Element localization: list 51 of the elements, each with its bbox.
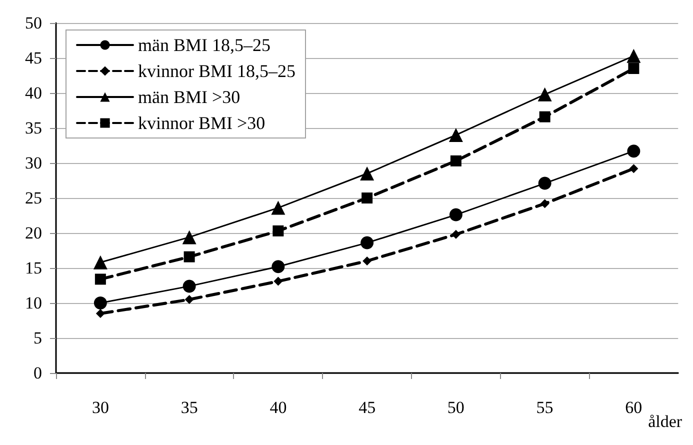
point bbox=[362, 192, 373, 204]
x-axis-title: ålder bbox=[648, 412, 682, 431]
y-tick-label: 45 bbox=[25, 48, 42, 68]
y-tick-label: 25 bbox=[25, 188, 42, 208]
point bbox=[274, 276, 283, 286]
point bbox=[539, 111, 550, 122]
x-tick-label: 35 bbox=[180, 398, 198, 417]
x-tick-label: 50 bbox=[447, 398, 464, 417]
legend-label: män BMI 18,5–25 bbox=[138, 35, 270, 55]
y-tick-label: 40 bbox=[25, 84, 42, 102]
y-tick-label: 0 bbox=[34, 364, 42, 382]
point bbox=[449, 208, 462, 222]
point bbox=[94, 274, 106, 285]
point bbox=[182, 230, 196, 244]
point bbox=[182, 280, 196, 293]
point bbox=[272, 260, 285, 274]
point bbox=[627, 144, 640, 158]
point bbox=[451, 230, 460, 239]
legend-label: män BMI >30 bbox=[138, 87, 240, 107]
y-tick-label: 50 bbox=[25, 14, 42, 32]
point bbox=[184, 251, 195, 262]
point bbox=[540, 199, 550, 208]
point bbox=[96, 309, 105, 318]
y-tick-label: 15 bbox=[25, 258, 42, 278]
x-tick-label: 45 bbox=[358, 398, 376, 417]
point bbox=[626, 48, 641, 63]
x-tick-label: 60 bbox=[625, 398, 642, 417]
legend-label: kvinnor BMI >30 bbox=[138, 113, 266, 133]
x-tick-label: 30 bbox=[92, 398, 109, 417]
point bbox=[93, 255, 108, 270]
legend-label: kvinnor BMI 18,5–25 bbox=[138, 61, 296, 81]
point bbox=[94, 296, 107, 310]
point bbox=[448, 128, 463, 142]
y-tick-label: 35 bbox=[25, 118, 42, 138]
point bbox=[629, 164, 638, 174]
point bbox=[184, 295, 194, 304]
point bbox=[271, 200, 286, 215]
point bbox=[360, 236, 374, 250]
point bbox=[450, 155, 462, 166]
point bbox=[538, 87, 552, 102]
x-tick-label: 40 bbox=[270, 398, 287, 417]
x-tick-label: 55 bbox=[536, 398, 554, 417]
point bbox=[360, 166, 374, 180]
point bbox=[272, 225, 284, 236]
point bbox=[628, 63, 640, 74]
y-tick-label: 10 bbox=[25, 294, 42, 312]
y-tick-label: 20 bbox=[25, 224, 42, 242]
point bbox=[362, 256, 372, 266]
point bbox=[538, 176, 552, 190]
y-tick-label: 5 bbox=[34, 328, 42, 348]
y-tick-label: 30 bbox=[25, 154, 42, 172]
